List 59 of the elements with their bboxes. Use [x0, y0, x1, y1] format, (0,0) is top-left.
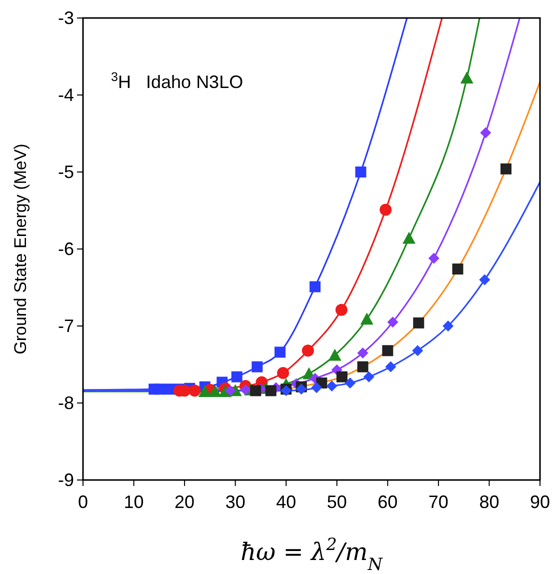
point	[360, 312, 374, 325]
point	[265, 385, 276, 396]
point	[402, 232, 416, 244]
point	[428, 252, 440, 264]
point	[442, 320, 454, 332]
annotation: $^{3}$H Idaho N3LO	[111, 70, 244, 92]
point	[412, 345, 424, 356]
point	[231, 371, 242, 382]
point	[310, 281, 321, 292]
point	[344, 377, 356, 388]
point	[188, 384, 201, 397]
x-tick-label: 70	[428, 492, 448, 512]
point	[357, 361, 368, 372]
point	[380, 204, 392, 216]
point	[328, 348, 342, 361]
y-tick-label: -6	[58, 239, 74, 259]
x-tick-label: 90	[530, 492, 550, 512]
point	[250, 385, 262, 396]
point	[357, 347, 368, 358]
point	[480, 127, 492, 138]
point	[240, 384, 251, 396]
point	[363, 371, 374, 382]
y-axis-title: Ground State Energy (MeV)	[11, 144, 30, 354]
point	[387, 316, 398, 328]
point	[335, 304, 348, 316]
x-tick-label: 30	[225, 492, 246, 512]
x-tick-label: 0	[78, 492, 88, 512]
point	[355, 166, 366, 178]
point	[385, 361, 396, 372]
y-tick-label: -9	[58, 470, 74, 490]
point	[500, 163, 512, 174]
point	[413, 317, 424, 328]
y-tick-label: -3	[58, 8, 74, 28]
point	[198, 384, 212, 397]
x-axis-title: ħω = λ$^{2}$/m$_{N}$	[240, 534, 384, 574]
point	[208, 384, 222, 397]
point	[252, 361, 263, 372]
x-tick-label: 40	[276, 492, 296, 512]
y-tick-label: -7	[58, 316, 74, 336]
point	[336, 371, 348, 382]
point	[326, 380, 338, 392]
point	[277, 366, 290, 379]
y-tick-label: -4	[58, 85, 74, 105]
point	[296, 384, 307, 395]
point	[224, 385, 236, 396]
x-tick-label: 60	[378, 492, 398, 512]
x-tick-label: 10	[124, 492, 144, 512]
point	[302, 344, 314, 357]
point	[274, 346, 286, 358]
point	[460, 72, 474, 84]
y-tick-label: -8	[58, 393, 74, 413]
point	[382, 345, 394, 356]
x-tick-label: 80	[479, 492, 500, 512]
point	[311, 382, 322, 394]
point	[452, 264, 464, 275]
y-tick-label: -5	[58, 162, 74, 182]
x-tick-label: 20	[174, 492, 195, 512]
point	[479, 274, 490, 286]
x-tick-label: 50	[326, 492, 347, 512]
